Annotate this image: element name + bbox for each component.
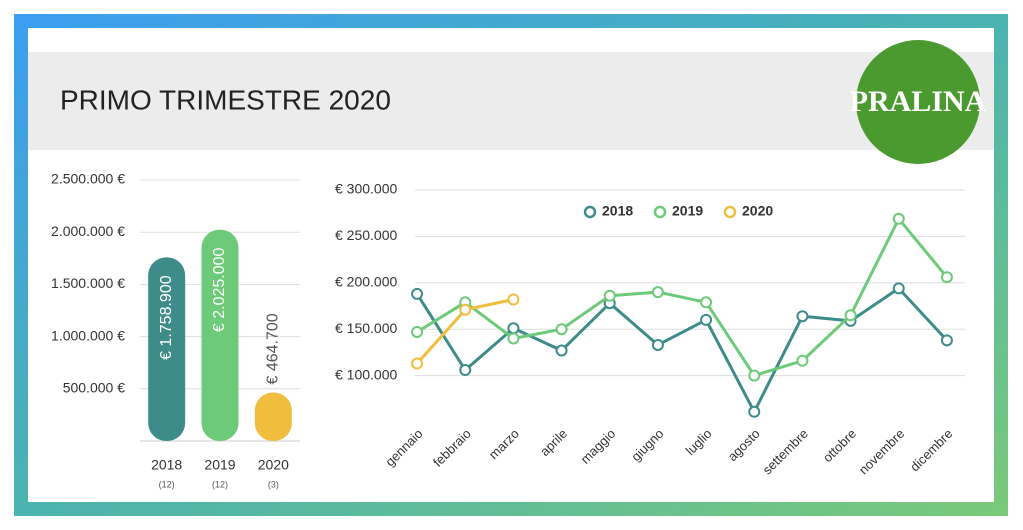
y-tick-label: € 200.000	[335, 274, 397, 290]
x-tick-label: dicembre	[907, 426, 955, 474]
point	[411, 325, 424, 338]
point	[507, 332, 520, 345]
point	[940, 271, 953, 284]
point	[940, 334, 953, 347]
legend-marker	[583, 205, 597, 219]
y-tick-label: € 250.000	[335, 227, 397, 243]
x-tick-label: 2018	[151, 457, 182, 473]
y-tick-label: € 150.000	[335, 320, 397, 336]
category-note: (12)	[159, 479, 175, 489]
series-line	[416, 217, 949, 378]
value-label: € 2.025.000	[211, 247, 228, 332]
logo-text: PRALINA	[850, 85, 987, 118]
x-tick-label: 2020	[258, 457, 289, 473]
point	[459, 303, 472, 316]
x-tick-label: febbraio	[430, 426, 474, 470]
x-tick-label: ottobre	[820, 426, 859, 465]
point	[507, 293, 520, 306]
x-tick-label: maggio	[578, 426, 619, 467]
x-tick-label: gennaio	[382, 426, 425, 469]
bar	[201, 229, 239, 441]
y-tick-label: 2.500.000 €	[51, 171, 125, 187]
header-band	[28, 52, 994, 150]
point	[892, 282, 905, 295]
series-line	[415, 286, 949, 414]
x-tick-label: luglio	[683, 426, 715, 458]
point	[844, 309, 857, 322]
point	[796, 354, 809, 367]
x-tick-label: aprile	[537, 426, 570, 459]
point	[748, 369, 761, 382]
point	[700, 296, 713, 309]
point	[796, 310, 809, 323]
x-tick-label: marzo	[486, 426, 522, 462]
value-label: € 1.758.900	[158, 275, 175, 360]
x-tick-label: 2019	[204, 457, 235, 473]
legend-label: 2018	[602, 203, 633, 219]
y-tick-label: € 300.000	[335, 181, 397, 197]
y-tick-label: 1.000.000 €	[51, 327, 125, 343]
category-note: (12)	[212, 479, 228, 489]
bar	[254, 392, 292, 441]
legend-label: 2019	[672, 203, 703, 219]
point	[603, 289, 616, 302]
legend-label: 2020	[742, 203, 773, 219]
y-tick-label: 1.500.000 €	[51, 275, 125, 291]
category-note: (3)	[268, 479, 279, 489]
bar	[148, 257, 186, 441]
point	[700, 313, 713, 326]
y-tick-label: € 100.000	[335, 366, 397, 382]
point	[651, 286, 664, 299]
y-tick-label: 500.000 €	[63, 380, 125, 396]
point	[892, 212, 905, 225]
logo	[856, 40, 980, 164]
x-tick-label: novembre	[856, 426, 907, 477]
point	[651, 338, 664, 351]
point	[555, 323, 568, 336]
x-tick-label: settembre	[759, 426, 810, 477]
legend-marker	[723, 205, 737, 219]
point	[507, 322, 520, 335]
frame	[14, 14, 1008, 516]
legend-marker	[653, 205, 667, 219]
value-label: € 464.700	[265, 313, 282, 384]
page-title: PRIMO TRIMESTRE 2020	[60, 84, 391, 115]
point	[459, 364, 472, 377]
point	[411, 287, 424, 300]
y-tick-label: 2.000.000 €	[51, 223, 125, 239]
point	[748, 405, 761, 418]
x-tick-label: agosto	[725, 426, 763, 464]
x-tick-label: giugno	[628, 426, 666, 464]
point	[555, 344, 568, 357]
point	[411, 357, 424, 370]
